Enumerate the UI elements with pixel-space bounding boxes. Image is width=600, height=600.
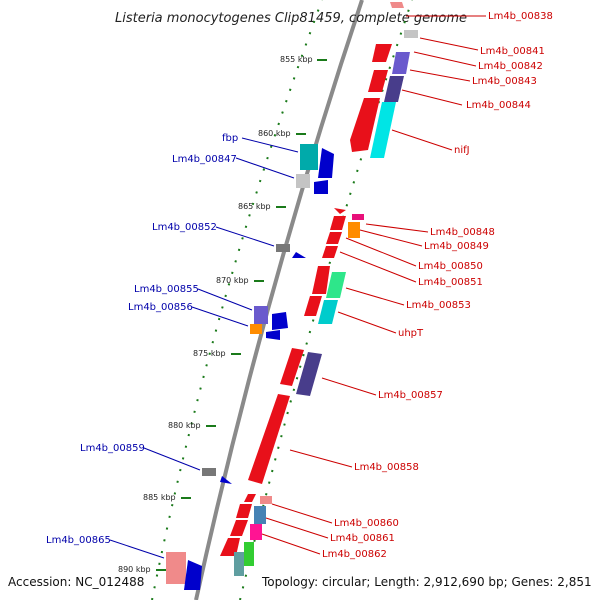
gene-feature-lm4b-00842b[interactable]	[392, 52, 410, 74]
tick-label-870: 870 kbp	[216, 276, 249, 285]
gene-label[interactable]: Lm4b_00844	[466, 100, 531, 111]
gene-feature-lm4b-00849b[interactable]	[348, 222, 360, 238]
gene-label[interactable]: Lm4b_00857	[378, 390, 443, 401]
gene-feature-lm4b-00852-arrow[interactable]	[292, 252, 306, 258]
gene-feature-lm4b-00860[interactable]	[244, 494, 256, 502]
gene-feature-lm4b-00859-arrow[interactable]	[220, 476, 232, 484]
gene-feature-lm4b-00865[interactable]	[166, 552, 186, 584]
tick-label-860: 860 kbp	[258, 129, 291, 138]
gene-label[interactable]: Lm4b_00841	[480, 46, 545, 57]
gene-label[interactable]: Lm4b_00853	[406, 300, 471, 311]
gene-label[interactable]: Lm4b_00842	[478, 61, 543, 72]
kbp-ticks: 855 kbp 860 kbp 865 kbp 870 kbp 875 kbp …	[118, 55, 327, 574]
tick-label-875: 875 kbp	[193, 349, 226, 358]
gene-label[interactable]: Lm4b_00849	[424, 241, 489, 252]
gene-label[interactable]: Lm4b_00838	[488, 11, 553, 22]
gene-feature-lm4b-00862c[interactable]	[220, 538, 240, 556]
gene-feature-lm4b-00843[interactable]	[368, 70, 388, 92]
gene-feature-lm4b-00861[interactable]	[236, 504, 252, 518]
gene-feature-lm4b-00842[interactable]	[372, 44, 392, 62]
gene-feature-fbp-arrow[interactable]	[318, 148, 334, 178]
gene-label[interactable]: Lm4b_00843	[472, 76, 537, 87]
reverse-strand-features	[166, 144, 334, 590]
gene-label[interactable]: nifJ	[454, 145, 470, 156]
gene-label[interactable]: Lm4b_00865	[46, 535, 111, 546]
gene-feature-lm4b-00862e[interactable]	[234, 552, 244, 576]
gene-label[interactable]: uhpT	[398, 328, 424, 339]
gene-feature-lm4b-00852[interactable]	[276, 244, 290, 252]
gene-feature-lm4b-00848b[interactable]	[352, 214, 364, 220]
gene-feature-fbp[interactable]	[300, 144, 318, 170]
gene-feature-lm4b-00853[interactable]	[312, 266, 330, 294]
track-guides	[151, 0, 413, 600]
tick-label-885: 885 kbp	[143, 493, 176, 502]
gene-feature-uhpt-b[interactable]	[318, 300, 338, 324]
gene-feature-nifj[interactable]	[370, 102, 396, 158]
tick-label-880: 880 kbp	[168, 421, 201, 430]
gene-feature-lm4b-00855-arrow[interactable]	[272, 312, 288, 330]
genome-summary-text: Topology: circular; Length: 2,912,690 bp…	[261, 575, 592, 589]
gene-feature-lm4b-00855[interactable]	[254, 306, 268, 324]
gene-label[interactable]: Lm4b_00855	[134, 284, 199, 295]
gene-feature-lm4b-00862[interactable]	[230, 520, 248, 536]
gene-feature-lm4b-00838[interactable]	[390, 2, 404, 8]
gene-feature-lm4b-00862d[interactable]	[244, 542, 254, 566]
gene-label[interactable]: Lm4b_00859	[80, 443, 145, 454]
gene-label[interactable]: Lm4b_00847	[172, 154, 237, 165]
gene-feature-lm4b-00847-arrow[interactable]	[314, 180, 328, 194]
gene-label[interactable]: Lm4b_00861	[330, 533, 395, 544]
gene-label[interactable]: Lm4b_00862	[322, 549, 387, 560]
gene-feature-lm4b-00860b[interactable]	[260, 496, 272, 504]
gene-feature-lm4b-00848[interactable]	[334, 208, 346, 214]
gene-label[interactable]: Lm4b_00856	[128, 302, 193, 313]
gene-label[interactable]: Lm4b_00858	[354, 462, 419, 473]
tick-label-855: 855 kbp	[280, 55, 313, 64]
reverse-labels: fbp Lm4b_00847 Lm4b_00852 Lm4b_00855 Lm4…	[46, 133, 238, 546]
gene-feature-lm4b-00865-arrow[interactable]	[184, 560, 202, 590]
gene-feature-lm4b-00853b[interactable]	[326, 272, 346, 298]
gene-feature-lm4b-00856[interactable]	[250, 324, 262, 334]
gene-feature-uhpt[interactable]	[304, 296, 322, 316]
label-leaders	[109, 15, 486, 559]
gene-feature-lm4b-00859[interactable]	[202, 468, 216, 476]
gene-feature-lm4b-00857b[interactable]	[296, 352, 322, 396]
gene-feature-lm4b-00856-arrow[interactable]	[266, 330, 280, 340]
genome-backbone	[194, 0, 364, 600]
gene-feature-lm4b-00843b[interactable]	[384, 76, 404, 102]
gene-feature-lm4b-00850[interactable]	[326, 232, 342, 244]
gene-feature-lm4b-00862b[interactable]	[250, 524, 262, 540]
gene-feature-lm4b-00841[interactable]	[404, 30, 418, 38]
gene-feature-lm4b-00844[interactable]	[350, 98, 380, 152]
gene-feature-lm4b-00858[interactable]	[248, 394, 290, 484]
gene-feature-lm4b-00861b[interactable]	[254, 506, 266, 524]
gene-label[interactable]: Lm4b_00848	[430, 227, 495, 238]
gene-label[interactable]: Lm4b_00851	[418, 277, 483, 288]
tick-label-890: 890 kbp	[118, 565, 151, 574]
gene-label[interactable]: fbp	[222, 133, 238, 144]
gene-label[interactable]: Lm4b_00860	[334, 518, 399, 529]
tick-label-865: 865 kbp	[238, 202, 271, 211]
gene-feature-lm4b-00857[interactable]	[280, 348, 304, 386]
gene-feature-lm4b-00851[interactable]	[322, 246, 338, 258]
gene-feature-lm4b-00849[interactable]	[330, 216, 346, 230]
gene-label[interactable]: Lm4b_00850	[418, 261, 483, 272]
forward-strand-features	[220, 2, 418, 576]
genome-title: Listeria monocytogenes Clip81459, comple…	[115, 11, 467, 26]
gene-feature-lm4b-00847[interactable]	[296, 174, 310, 188]
forward-labels: Lm4b_00838 Lm4b_00841 Lm4b_00842 Lm4b_00…	[322, 11, 553, 560]
accession-text: Accession: NC_012488	[8, 575, 144, 589]
gene-label[interactable]: Lm4b_00852	[152, 222, 217, 233]
